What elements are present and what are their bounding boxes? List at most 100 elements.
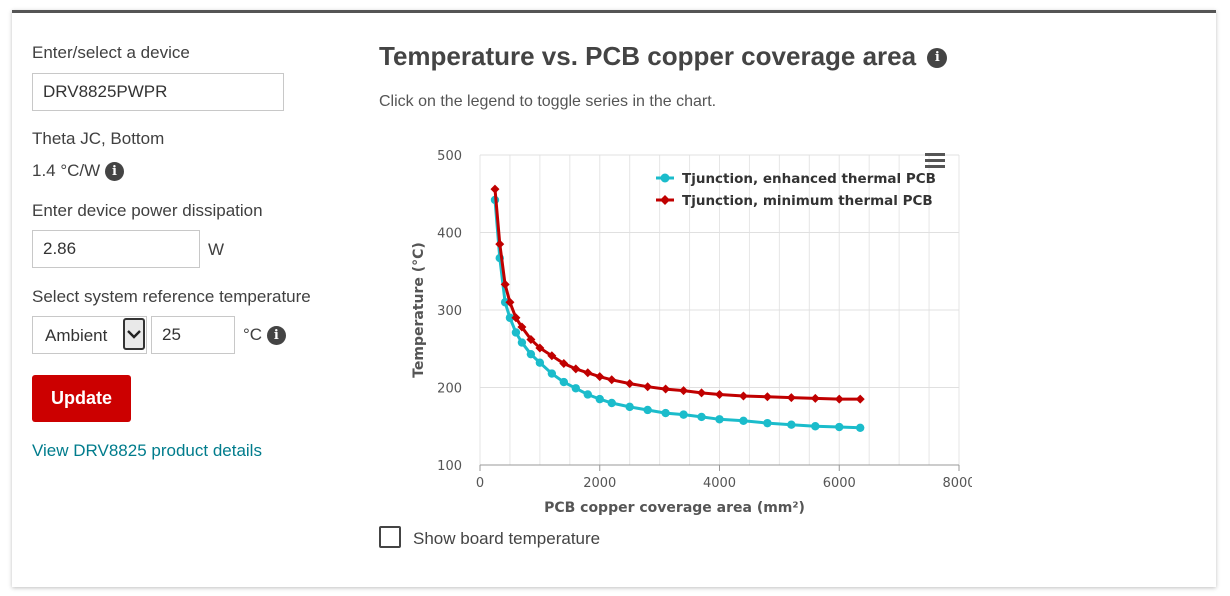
data-point (697, 388, 707, 398)
show-board-checkbox[interactable] (379, 526, 401, 548)
x-tick-label: 8000 (942, 476, 972, 491)
ref-temp-option: Ambient (45, 326, 108, 345)
chart-legend: Tjunction, enhanced thermal PCB Tjunction… (656, 171, 936, 209)
chevron-down-icon[interactable] (123, 318, 145, 350)
data-point (661, 408, 670, 418)
legend-marker (660, 195, 670, 205)
show-board-label: Show board temperature (413, 529, 601, 548)
data-point (526, 349, 536, 359)
data-point (559, 358, 569, 368)
info-icon[interactable]: i (266, 326, 286, 346)
data-point (500, 298, 510, 307)
data-point (856, 423, 865, 432)
data-point (535, 358, 545, 367)
data-point (697, 412, 706, 422)
x-tick-label: 2000 (583, 476, 616, 491)
x-tick-label: 0 (476, 476, 484, 491)
y-tick-label: 100 (437, 459, 462, 474)
data-point (571, 364, 581, 374)
data-point (679, 410, 688, 419)
y-tick-label: 400 (437, 227, 462, 242)
data-point (559, 377, 569, 387)
data-point (811, 422, 820, 431)
data-point (490, 184, 500, 194)
data-point (595, 372, 605, 382)
legend-label: Tjunction, minimum thermal PCB (682, 193, 933, 209)
chart-axes: 100 200 300 400 500 0 2000 4000 6000 8000 PCB copp… (411, 149, 972, 516)
data-point (643, 405, 652, 415)
info-icon[interactable]: i (927, 48, 948, 69)
data-point (517, 322, 527, 332)
data-point (625, 402, 634, 412)
data-point (571, 384, 580, 393)
series-line (493, 199, 861, 430)
data-point (738, 391, 748, 401)
data-point (505, 297, 515, 307)
chart-grid (479, 154, 960, 466)
data-point (583, 390, 592, 399)
data-point (810, 393, 820, 403)
data-point (500, 279, 510, 289)
temperature-chart: 100 200 300 400 500 0 2000 4000 6000 8000 PCB copp… (411, 149, 972, 516)
data-point (835, 422, 844, 432)
data-point (715, 389, 724, 399)
power-input[interactable]: 2.86 (32, 230, 200, 268)
series-2 (490, 184, 865, 404)
data-point (679, 386, 689, 396)
data-point (607, 375, 617, 385)
y-axis-label: Temperature (°C) (411, 242, 427, 378)
update-button[interactable]: Update (32, 375, 131, 422)
info-icon[interactable]: i (104, 162, 124, 182)
legend-marker (660, 173, 670, 183)
data-point (739, 416, 748, 426)
data-point (547, 369, 557, 378)
series-line (493, 188, 861, 401)
data-point (762, 392, 772, 402)
legend-item[interactable]: Tjunction, enhanced thermal PCB (656, 171, 936, 187)
x-axis-label: PCB copper coverage area (mm²) (544, 500, 805, 516)
theta-value-row: 1.4 °C/W i (32, 161, 124, 182)
hamburger-menu-icon[interactable] (925, 153, 945, 168)
thermal-calculator-card: Enter/select a device DRV8825PWPR Theta … (12, 10, 1216, 587)
y-tick-label: 200 (437, 382, 462, 397)
theta-value: 1.4 °C/W (32, 161, 101, 180)
data-point (495, 239, 505, 249)
data-point (595, 394, 604, 404)
ref-temp-unit-row: °C i (243, 325, 286, 346)
series-1 (490, 195, 865, 432)
chart-series (490, 184, 865, 432)
ref-temp-select[interactable]: Ambient (32, 316, 147, 354)
y-tick-label: 500 (437, 149, 462, 164)
ref-temp-input[interactable]: 25 (151, 316, 235, 354)
data-point (607, 398, 616, 408)
theta-label: Theta JC, Bottom (32, 129, 165, 148)
show-board-temp-row[interactable]: Show board temperature (379, 526, 600, 549)
data-point (786, 393, 796, 403)
power-unit: W (208, 240, 225, 259)
data-point (511, 313, 521, 323)
chart-title-row: Temperature vs. PCB copper coverage area… (379, 41, 948, 72)
data-point (535, 343, 545, 353)
x-tick-label: 6000 (823, 476, 856, 491)
x-tick-label: 4000 (703, 476, 736, 491)
y-tick-label: 300 (437, 304, 462, 319)
data-point (511, 328, 521, 337)
page-title: Temperature vs. PCB copper coverage area (379, 41, 917, 71)
data-point (643, 382, 653, 392)
product-details-link[interactable]: View DRV8825 product details (32, 441, 262, 460)
data-point (517, 338, 527, 347)
device-input[interactable]: DRV8825PWPR (32, 73, 284, 111)
legend-label: Tjunction, enhanced thermal PCB (682, 171, 936, 187)
data-point (855, 394, 865, 404)
ref-temp-label: Select system reference temperature (32, 287, 311, 306)
data-point (834, 394, 844, 404)
chart-instructions: Click on the legend to toggle series in … (379, 93, 717, 110)
data-point (625, 379, 635, 389)
data-point (661, 384, 671, 394)
data-point (505, 313, 515, 322)
data-point (547, 351, 557, 361)
data-point (763, 418, 772, 428)
legend-item[interactable]: Tjunction, minimum thermal PCB (656, 193, 933, 209)
device-label: Enter/select a device (32, 43, 190, 62)
data-point (583, 368, 593, 378)
